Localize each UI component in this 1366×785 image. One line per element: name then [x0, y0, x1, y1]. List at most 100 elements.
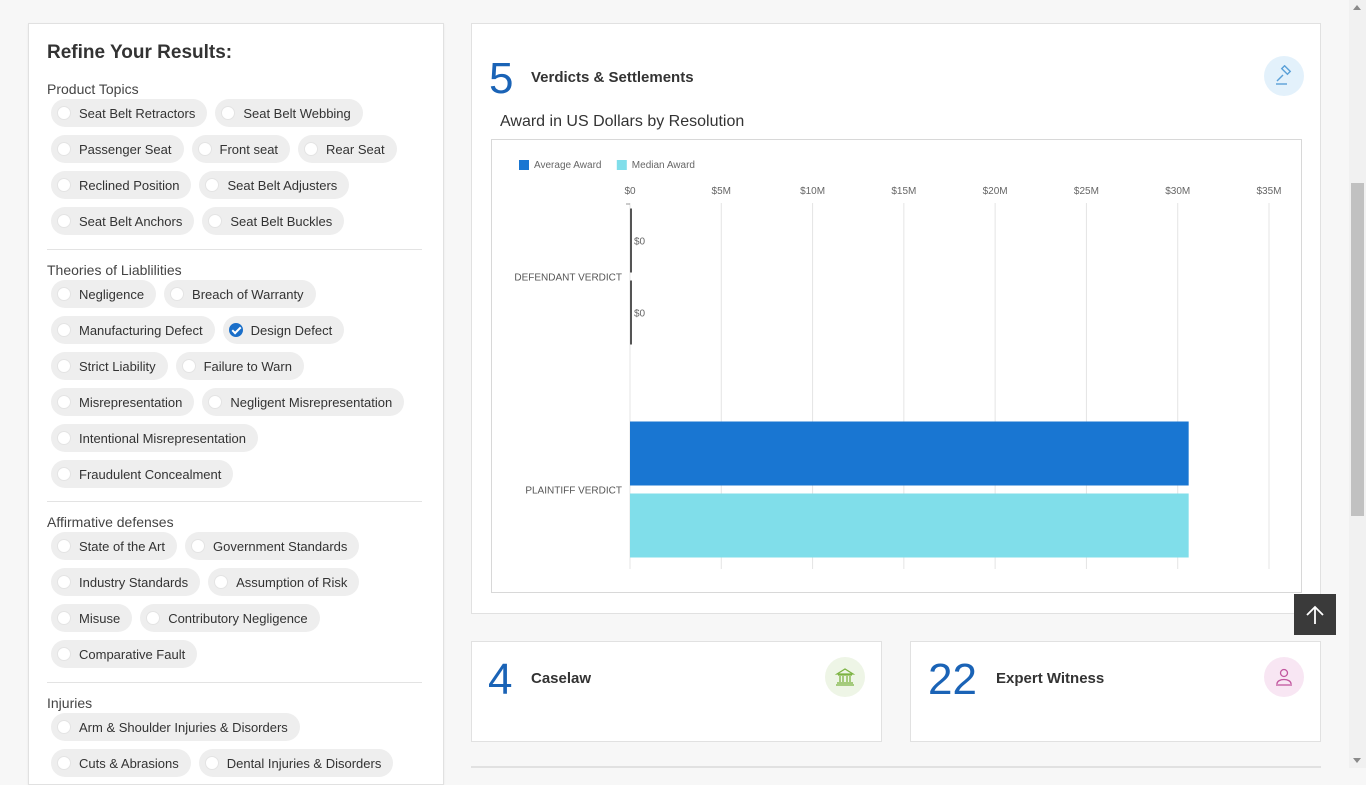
filter-chip-comparative-fault[interactable]: Comparative Fault: [51, 640, 198, 668]
radio-unchecked-icon[interactable]: [57, 467, 71, 481]
radio-unchecked-icon[interactable]: [170, 287, 185, 301]
radio-unchecked-icon[interactable]: [205, 178, 220, 192]
filter-chip-rear-seat[interactable]: Rear Seat: [298, 135, 397, 163]
scroll-up-arrow-icon[interactable]: [1353, 5, 1361, 10]
verdicts-count: 5: [489, 54, 514, 103]
x-tick-label: $25M: [1074, 186, 1099, 197]
filter-chip-intentional-misrepresentation[interactable]: Intentional Misrepresentation: [51, 424, 258, 452]
radio-unchecked-icon[interactable]: [208, 214, 223, 228]
filter-chip-label: Negligent Misrepresentation: [230, 394, 393, 410]
radio-unchecked-icon[interactable]: [304, 142, 319, 156]
filter-chip-cuts-and-abrasions[interactable]: Cuts & Abrasions: [51, 749, 191, 777]
radio-unchecked-icon[interactable]: [57, 647, 71, 661]
filter-chip-label: Seat Belt Buckles: [230, 213, 333, 229]
radio-unchecked-icon[interactable]: [208, 395, 223, 409]
courthouse-icon: [825, 657, 865, 697]
verdicts-settlements-card[interactable]: 5 Verdicts & Settlements Award in US Dol…: [471, 23, 1321, 614]
filter-chip-seat-belt-webbing[interactable]: Seat Belt Webbing: [215, 99, 363, 127]
expert-witness-title[interactable]: Expert Witness: [996, 670, 1105, 687]
radio-unchecked-icon[interactable]: [191, 539, 205, 553]
filter-chip-fraudulent-concealment[interactable]: Fraudulent Concealment: [51, 460, 234, 488]
filter-chip-negligent-misrepresentation[interactable]: Negligent Misrepresentation: [202, 388, 405, 416]
x-tick-label: $10M: [800, 186, 825, 197]
filter-chip-strict-liability[interactable]: Strict Liability: [51, 352, 168, 380]
radio-unchecked-icon[interactable]: [57, 720, 71, 734]
radio-unchecked-icon[interactable]: [57, 431, 71, 445]
filter-chip-label: Contributory Negligence: [168, 610, 308, 626]
scroll-to-top-button[interactable]: [1294, 594, 1336, 635]
next-card-edge: [471, 766, 1321, 768]
scroll-thumb[interactable]: [1351, 183, 1364, 516]
divider: [47, 682, 422, 683]
filter-chip-label: Seat Belt Retractors: [79, 105, 196, 121]
radio-unchecked-icon[interactable]: [57, 359, 71, 373]
radio-unchecked-icon[interactable]: [57, 287, 71, 301]
filter-chip-assumption-of-risk[interactable]: Assumption of Risk: [208, 568, 360, 596]
filter-chip-arm-and-shoulder-injuries-and-disorders[interactable]: Arm & Shoulder Injuries & Disorders: [51, 713, 300, 741]
radio-unchecked-icon[interactable]: [57, 142, 71, 156]
filter-chip-label: Reclined Position: [79, 177, 180, 193]
filter-group-title: Injuries: [47, 695, 93, 711]
x-tick-label: $35M: [1256, 186, 1281, 197]
filter-chip-negligence[interactable]: Negligence: [51, 280, 157, 308]
filter-chip-label: State of the Art: [79, 538, 165, 554]
filter-chip-seat-belt-anchors[interactable]: Seat Belt Anchors: [51, 207, 195, 235]
legend-label: Median Award: [632, 160, 695, 171]
caselaw-card[interactable]: 4 Caselaw: [471, 641, 882, 742]
filter-chip-label: Misrepresentation: [79, 394, 183, 410]
filter-chip-label: Intentional Misrepresentation: [79, 430, 246, 446]
radio-unchecked-icon[interactable]: [57, 611, 71, 625]
filter-chip-contributory-negligence[interactable]: Contributory Negligence: [140, 604, 320, 632]
filter-chip-label: Dental Injuries & Disorders: [226, 755, 382, 771]
filter-chip-misrepresentation[interactable]: Misrepresentation: [51, 388, 195, 416]
verdicts-title[interactable]: Verdicts & Settlements: [531, 69, 694, 86]
filter-chip-misuse[interactable]: Misuse: [51, 604, 133, 632]
expert-witness-card[interactable]: 22 Expert Witness: [910, 641, 1321, 742]
radio-unchecked-icon[interactable]: [197, 142, 212, 156]
radio-unchecked-icon[interactable]: [57, 178, 71, 192]
filter-chip-label: Comparative Fault: [79, 646, 186, 662]
radio-unchecked-icon[interactable]: [57, 539, 71, 553]
page-scrollbar[interactable]: [1349, 0, 1366, 768]
radio-unchecked-icon[interactable]: [57, 106, 71, 120]
filter-chip-label: Breach of Warranty: [192, 286, 304, 302]
filter-chip-breach-of-warranty[interactable]: Breach of Warranty: [164, 280, 316, 308]
filter-chip-passenger-seat[interactable]: Passenger Seat: [51, 135, 184, 163]
filter-chip-seat-belt-retractors[interactable]: Seat Belt Retractors: [51, 99, 208, 127]
radio-unchecked-icon[interactable]: [57, 395, 71, 409]
x-tick-label: $15M: [891, 186, 916, 197]
filter-chip-design-defect[interactable]: Design Defect: [222, 316, 345, 344]
chart-title: Award in US Dollars by Resolution: [500, 113, 745, 130]
filter-chip-industry-standards[interactable]: Industry Standards: [51, 568, 201, 596]
filter-chip-label: Industry Standards: [79, 574, 189, 590]
x-tick-label: $5M: [712, 186, 731, 197]
scroll-down-arrow-icon[interactable]: [1353, 758, 1361, 763]
filter-group-product-topics: Product Topics Seat Belt Retractors Seat B…: [47, 81, 423, 243]
filter-chip-front-seat[interactable]: Front seat: [191, 135, 291, 163]
radio-unchecked-icon[interactable]: [181, 359, 196, 373]
legend-swatch: [519, 160, 529, 170]
filter-chip-failure-to-warn[interactable]: Failure to Warn: [175, 352, 304, 380]
filter-chip-manufacturing-defect[interactable]: Manufacturing Defect: [51, 316, 215, 344]
data-label: $0: [634, 309, 646, 320]
filter-chip-seat-belt-adjusters[interactable]: Seat Belt Adjusters: [199, 171, 350, 199]
radio-unchecked-icon[interactable]: [57, 575, 71, 589]
filter-chip-label: Manufacturing Defect: [79, 322, 203, 338]
filter-chip-label: Negligence: [79, 286, 145, 302]
filter-chip-reclined-position[interactable]: Reclined Position: [51, 171, 192, 199]
filter-chip-state-of-the-art[interactable]: State of the Art: [51, 532, 177, 560]
x-tick-label: $30M: [1165, 186, 1190, 197]
radio-unchecked-icon[interactable]: [221, 106, 236, 120]
radio-unchecked-icon[interactable]: [214, 575, 229, 589]
filter-chip-seat-belt-buckles[interactable]: Seat Belt Buckles: [202, 207, 345, 235]
radio-unchecked-icon[interactable]: [57, 323, 71, 337]
filter-chip-government-standards[interactable]: Government Standards: [185, 532, 360, 560]
caselaw-count: 4: [488, 655, 513, 704]
radio-checked-icon[interactable]: [228, 323, 243, 337]
filter-chip-dental-injuries-and-disorders[interactable]: Dental Injuries & Disorders: [198, 749, 394, 777]
radio-unchecked-icon[interactable]: [146, 611, 161, 625]
radio-unchecked-icon[interactable]: [57, 214, 71, 228]
caselaw-title[interactable]: Caselaw: [531, 670, 592, 687]
category-label: PLAINTIFF VERDICT: [525, 486, 622, 497]
bar-average: [630, 421, 1189, 486]
